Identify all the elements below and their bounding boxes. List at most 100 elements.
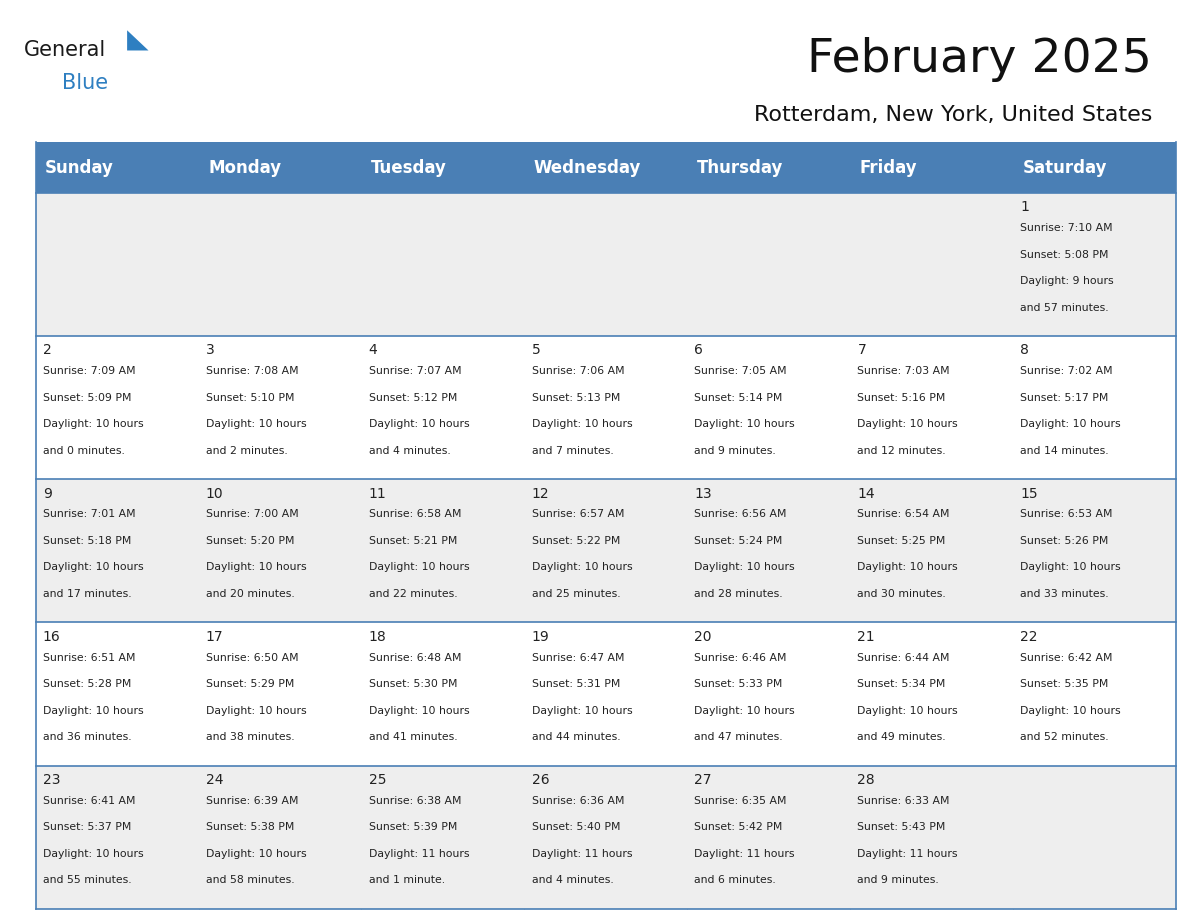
Bar (36, 622, 1176, 766)
Text: and 22 minutes.: and 22 minutes. (368, 589, 457, 599)
Text: 3: 3 (206, 343, 215, 357)
Text: Sunset: 5:42 PM: Sunset: 5:42 PM (695, 823, 783, 833)
Text: Sunset: 5:16 PM: Sunset: 5:16 PM (858, 393, 946, 403)
Text: Sunset: 5:08 PM: Sunset: 5:08 PM (1020, 250, 1108, 260)
Text: and 14 minutes.: and 14 minutes. (1020, 446, 1108, 455)
Text: and 9 minutes.: and 9 minutes. (858, 876, 940, 885)
Text: 8: 8 (1020, 343, 1029, 357)
Text: and 44 minutes.: and 44 minutes. (531, 733, 620, 742)
Text: 12: 12 (531, 487, 549, 500)
Text: Sunrise: 6:33 AM: Sunrise: 6:33 AM (858, 796, 950, 806)
Text: Sunset: 5:43 PM: Sunset: 5:43 PM (858, 823, 946, 833)
Text: Daylight: 10 hours: Daylight: 10 hours (1020, 420, 1121, 430)
Text: 13: 13 (695, 487, 712, 500)
Text: 22: 22 (1020, 630, 1038, 644)
Text: Sunrise: 7:08 AM: Sunrise: 7:08 AM (206, 366, 298, 376)
Text: Sunset: 5:30 PM: Sunset: 5:30 PM (368, 679, 457, 689)
Text: Sunrise: 6:54 AM: Sunrise: 6:54 AM (858, 509, 950, 520)
Text: Sunset: 5:14 PM: Sunset: 5:14 PM (695, 393, 783, 403)
Text: Sunset: 5:40 PM: Sunset: 5:40 PM (531, 823, 620, 833)
Text: Sunrise: 7:02 AM: Sunrise: 7:02 AM (1020, 366, 1113, 376)
Text: Sunset: 5:33 PM: Sunset: 5:33 PM (695, 679, 783, 689)
Text: Sunrise: 6:57 AM: Sunrise: 6:57 AM (531, 509, 624, 520)
Text: Sunrise: 6:58 AM: Sunrise: 6:58 AM (368, 509, 461, 520)
Text: and 52 minutes.: and 52 minutes. (1020, 733, 1108, 742)
Text: Tuesday: Tuesday (371, 159, 447, 176)
Text: Daylight: 10 hours: Daylight: 10 hours (858, 706, 958, 716)
Text: 14: 14 (858, 487, 876, 500)
Text: Sunrise: 6:46 AM: Sunrise: 6:46 AM (695, 653, 786, 663)
Text: Sunrise: 6:56 AM: Sunrise: 6:56 AM (695, 509, 786, 520)
Text: and 25 minutes.: and 25 minutes. (531, 589, 620, 599)
Text: Daylight: 10 hours: Daylight: 10 hours (368, 420, 469, 430)
Text: and 4 minutes.: and 4 minutes. (531, 876, 613, 885)
Text: Sunset: 5:21 PM: Sunset: 5:21 PM (368, 536, 457, 546)
Text: Sunset: 5:10 PM: Sunset: 5:10 PM (206, 393, 295, 403)
Text: Monday: Monday (208, 159, 282, 176)
Text: and 47 minutes.: and 47 minutes. (695, 733, 783, 742)
Text: Sunset: 5:38 PM: Sunset: 5:38 PM (206, 823, 295, 833)
Text: 9: 9 (43, 487, 51, 500)
Text: and 4 minutes.: and 4 minutes. (368, 446, 450, 455)
Text: 2: 2 (43, 343, 51, 357)
Text: Sunrise: 7:07 AM: Sunrise: 7:07 AM (368, 366, 461, 376)
Text: Sunset: 5:35 PM: Sunset: 5:35 PM (1020, 679, 1108, 689)
Text: Daylight: 10 hours: Daylight: 10 hours (1020, 706, 1121, 716)
Text: Sunrise: 6:35 AM: Sunrise: 6:35 AM (695, 796, 786, 806)
Text: Sunrise: 6:53 AM: Sunrise: 6:53 AM (1020, 509, 1113, 520)
Text: Daylight: 10 hours: Daylight: 10 hours (43, 420, 144, 430)
Text: 27: 27 (695, 773, 712, 787)
Text: and 12 minutes.: and 12 minutes. (858, 446, 946, 455)
Text: Sunset: 5:25 PM: Sunset: 5:25 PM (858, 536, 946, 546)
Text: Sunset: 5:18 PM: Sunset: 5:18 PM (43, 536, 131, 546)
Text: Wednesday: Wednesday (533, 159, 642, 176)
Text: February 2025: February 2025 (808, 37, 1152, 83)
Text: and 6 minutes.: and 6 minutes. (695, 876, 776, 885)
Text: 16: 16 (43, 630, 61, 644)
Text: 17: 17 (206, 630, 223, 644)
Text: Sunrise: 7:06 AM: Sunrise: 7:06 AM (531, 366, 624, 376)
Text: Daylight: 10 hours: Daylight: 10 hours (1020, 563, 1121, 573)
Text: Daylight: 10 hours: Daylight: 10 hours (206, 563, 307, 573)
Text: 6: 6 (695, 343, 703, 357)
Text: Sunset: 5:12 PM: Sunset: 5:12 PM (368, 393, 457, 403)
Text: General: General (24, 40, 107, 61)
Text: 5: 5 (531, 343, 541, 357)
Text: 7: 7 (858, 343, 866, 357)
Text: Daylight: 10 hours: Daylight: 10 hours (368, 563, 469, 573)
Text: Daylight: 10 hours: Daylight: 10 hours (206, 706, 307, 716)
Text: and 49 minutes.: and 49 minutes. (858, 733, 946, 742)
Text: 1: 1 (1020, 200, 1029, 214)
Text: Sunset: 5:34 PM: Sunset: 5:34 PM (858, 679, 946, 689)
Text: 19: 19 (531, 630, 549, 644)
Text: Sunset: 5:39 PM: Sunset: 5:39 PM (368, 823, 457, 833)
Text: Sunrise: 6:44 AM: Sunrise: 6:44 AM (858, 653, 950, 663)
Text: Blue: Blue (63, 73, 108, 93)
Text: Thursday: Thursday (697, 159, 783, 176)
Bar (36, 766, 1176, 909)
Text: Sunrise: 6:36 AM: Sunrise: 6:36 AM (531, 796, 624, 806)
Text: Sunrise: 7:09 AM: Sunrise: 7:09 AM (43, 366, 135, 376)
Text: and 41 minutes.: and 41 minutes. (368, 733, 457, 742)
Text: Sunset: 5:09 PM: Sunset: 5:09 PM (43, 393, 131, 403)
Text: and 30 minutes.: and 30 minutes. (858, 589, 946, 599)
Text: and 20 minutes.: and 20 minutes. (206, 589, 295, 599)
Text: Daylight: 11 hours: Daylight: 11 hours (858, 849, 958, 859)
Text: and 55 minutes.: and 55 minutes. (43, 876, 132, 885)
Text: and 28 minutes.: and 28 minutes. (695, 589, 783, 599)
Text: 15: 15 (1020, 487, 1038, 500)
Text: 11: 11 (368, 487, 386, 500)
Text: Daylight: 10 hours: Daylight: 10 hours (206, 849, 307, 859)
Text: Daylight: 10 hours: Daylight: 10 hours (43, 563, 144, 573)
Text: Sunrise: 7:05 AM: Sunrise: 7:05 AM (695, 366, 788, 376)
Text: Friday: Friday (860, 159, 917, 176)
Text: Sunset: 5:29 PM: Sunset: 5:29 PM (206, 679, 295, 689)
Text: Sunset: 5:13 PM: Sunset: 5:13 PM (531, 393, 620, 403)
Text: 20: 20 (695, 630, 712, 644)
Text: and 1 minute.: and 1 minute. (368, 876, 444, 885)
Text: Sunrise: 6:39 AM: Sunrise: 6:39 AM (206, 796, 298, 806)
Text: Sunrise: 7:01 AM: Sunrise: 7:01 AM (43, 509, 135, 520)
Text: Sunrise: 6:38 AM: Sunrise: 6:38 AM (368, 796, 461, 806)
Text: 10: 10 (206, 487, 223, 500)
Text: 21: 21 (858, 630, 876, 644)
